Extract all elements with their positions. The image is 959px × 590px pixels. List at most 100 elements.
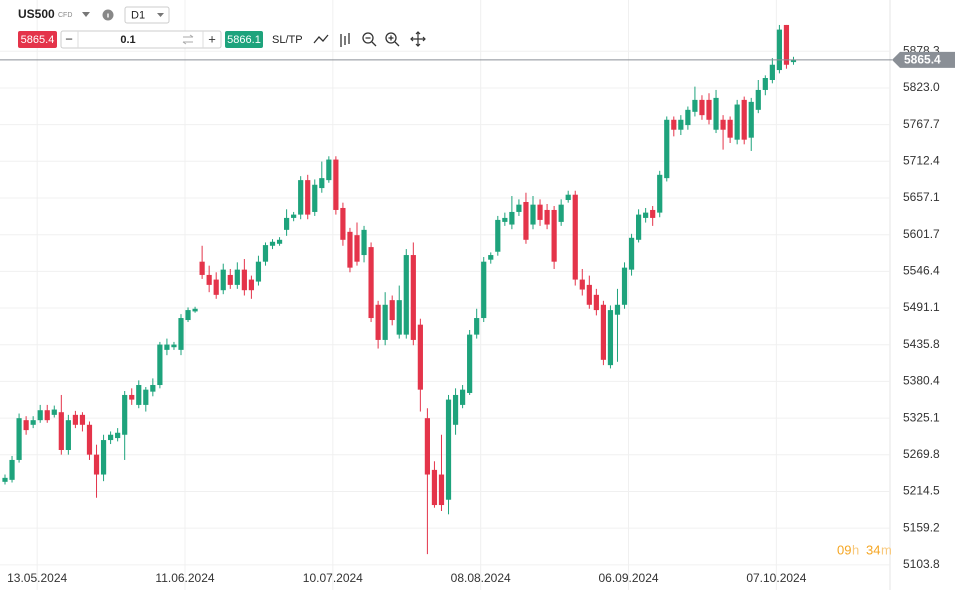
candle-body (93, 454, 100, 475)
candle-body (213, 279, 219, 295)
candle-body (593, 294, 599, 311)
countdown-m: m (881, 542, 892, 557)
candle-icon[interactable] (340, 33, 350, 47)
candle-body (523, 202, 529, 240)
candle-body (417, 324, 423, 390)
sltp-button[interactable]: SL/TP (272, 34, 303, 46)
candle-body (755, 89, 761, 110)
candle-body (291, 214, 297, 218)
current-price-tag (892, 51, 955, 68)
candle-body (143, 389, 149, 405)
candle-body (769, 64, 775, 80)
x-tick-label: 10.07.2024 (303, 571, 363, 585)
candle-body (488, 255, 494, 260)
y-tick-label: 5159.2 (903, 520, 940, 534)
candle-body (741, 99, 747, 140)
candle-body (734, 104, 740, 140)
symbol[interactable]: US500 (18, 7, 55, 21)
y-tick-label: 5435.8 (903, 337, 940, 351)
candle-body (220, 269, 226, 291)
x-tick-label: 11.06.2024 (155, 571, 214, 585)
pan-icon[interactable] (410, 31, 426, 47)
candle-body (319, 178, 325, 189)
minus-button[interactable]: − (65, 31, 73, 46)
quantity-box[interactable] (60, 30, 222, 49)
candle-body (72, 414, 78, 425)
candle-body (241, 269, 247, 291)
candle-body (657, 174, 663, 213)
candle-body (474, 318, 480, 335)
y-tick-label: 5601.7 (903, 227, 940, 241)
candle-body (2, 477, 8, 482)
x-tick-label: 13.05.2024 (7, 571, 67, 585)
countdown-minutes: 34 (866, 542, 880, 557)
symbol-dropdown[interactable] (82, 12, 90, 17)
sell-price: 5865.4 (21, 34, 55, 46)
swap-icon[interactable] (182, 34, 194, 45)
y-tick-label: 5657.1 (903, 190, 940, 204)
candle-body (136, 385, 142, 405)
candle-body (614, 304, 621, 315)
candle-body (262, 245, 269, 262)
candle-body (30, 420, 36, 425)
x-tick-label: 08.08.2024 (451, 571, 511, 585)
candle-body (65, 420, 71, 451)
candle-body (227, 274, 233, 285)
zoom-out-icon[interactable] (362, 32, 374, 44)
candle-body (678, 119, 684, 130)
symbol-type: CFD (58, 12, 72, 19)
y-tick-label: 5491.1 (903, 300, 940, 314)
buy-button[interactable] (225, 31, 263, 48)
candle-body (727, 119, 733, 138)
candle-body (51, 409, 57, 415)
candle-body (692, 99, 698, 112)
sell-button[interactable] (18, 31, 57, 48)
candle-body (234, 269, 240, 285)
candle-body (396, 300, 402, 335)
zoom-in-icon[interactable] (385, 32, 397, 44)
candle-body (347, 231, 353, 268)
candle-body (403, 255, 409, 335)
candle-body (586, 284, 592, 305)
candle-body (628, 237, 635, 270)
candle-body (326, 159, 332, 181)
candle-body (178, 318, 184, 350)
plus-button[interactable]: + (208, 31, 216, 46)
candle-body (699, 99, 705, 116)
candle-body (192, 308, 198, 312)
candle-body (340, 207, 346, 240)
candle-body (100, 440, 107, 475)
candle-body (284, 217, 290, 230)
candle-body (389, 300, 395, 321)
candle-body (713, 97, 719, 130)
line-chart-icon[interactable] (313, 34, 329, 44)
candle-body (354, 235, 360, 262)
countdown-h: h (852, 542, 859, 557)
candle-body (495, 219, 501, 252)
quantity[interactable]: 0.1 (120, 34, 135, 46)
candle-body (410, 255, 416, 340)
candle-body (382, 304, 388, 340)
candle-body (9, 459, 15, 480)
candle-body (636, 214, 642, 240)
candle-body (706, 99, 712, 120)
timeframe-box[interactable] (124, 6, 170, 24)
candle-body (783, 24, 790, 65)
current-price-label: 5865.4 (904, 53, 941, 67)
candle-body (199, 261, 205, 275)
candle-body (206, 274, 212, 285)
candle-body (572, 194, 578, 280)
candle-body (171, 344, 177, 348)
timeframe-dropdown (157, 13, 164, 17)
candle-body (720, 119, 726, 130)
y-tick-label: 5823.0 (903, 80, 940, 94)
info-glyph (107, 13, 109, 18)
candle-body (361, 229, 367, 256)
y-tick-label: 5380.4 (903, 374, 940, 388)
candle-body (438, 474, 445, 506)
candle-body (185, 310, 191, 321)
timeframe: D1 (131, 9, 145, 21)
candle-body (23, 420, 29, 431)
candle-body (762, 78, 768, 90)
